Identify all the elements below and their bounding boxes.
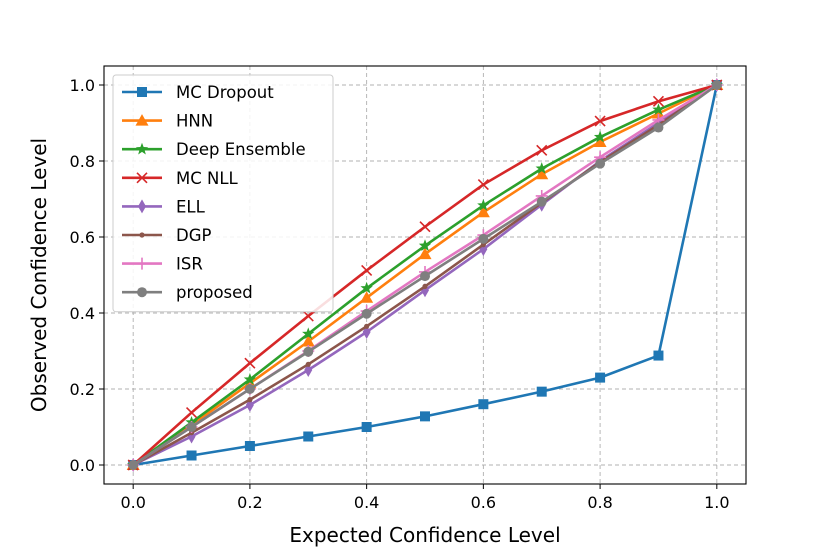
data-point-proposed	[536, 196, 547, 207]
y-axis-label: Observed Confidence Level	[27, 138, 51, 412]
data-point-hnn	[360, 291, 374, 303]
series-lines	[126, 78, 724, 472]
data-point-mc-nll	[477, 178, 489, 191]
legend-label: ISR	[176, 255, 203, 274]
data-point-deep-ensemble	[418, 239, 432, 251]
series-proposed	[128, 80, 722, 470]
data-point-proposed	[595, 158, 606, 169]
legend-item-mc-nll: MC NLL	[122, 169, 239, 188]
legend: MC Dropout HNN Deep Ensemble MC NLL ELL DGP IS…	[112, 74, 334, 313]
x-axis-label: Expected Confidence Level	[289, 523, 560, 547]
data-point-mc-nll	[302, 310, 314, 322]
data-point-proposed	[303, 346, 314, 357]
data-point-proposed	[420, 271, 430, 282]
data-point-mc-dropout	[595, 372, 606, 383]
legend-item-deep-ensemble: Deep Ensemble	[122, 140, 306, 159]
data-point-mc-dropout	[361, 422, 372, 432]
axis-ticks: 0.0 0.2 0.4 0.6 0.8 1.0 0.0 0.2 0.4 0.6 0.8 1.0	[70, 76, 730, 512]
x-tick-label: 1.0	[704, 493, 729, 512]
data-point-mc-dropout	[420, 411, 430, 422]
data-point-proposed	[361, 308, 372, 319]
data-point-proposed	[653, 122, 664, 133]
data-point-mc-dropout	[303, 431, 314, 442]
data-point-mc-nll	[536, 144, 548, 156]
legend-label: MC NLL	[176, 169, 239, 188]
data-point-deep-ensemble	[477, 198, 490, 211]
legend-label: MC Dropout	[176, 83, 274, 102]
legend-item-mc-dropout: MC Dropout	[122, 83, 274, 102]
data-point-mc-dropout	[186, 450, 197, 461]
x-tick-label: 0.2	[237, 493, 262, 512]
data-point-dgp	[364, 323, 370, 329]
legend-label: proposed	[176, 283, 253, 302]
legend-label: ELL	[176, 197, 206, 216]
y-tick-label: 0.2	[70, 380, 95, 399]
data-point-hnn	[476, 205, 490, 218]
data-point-deep-ensemble	[535, 162, 548, 174]
data-point-mc-dropout	[478, 399, 489, 410]
legend-label: HNN	[176, 112, 213, 131]
data-point-hnn	[301, 335, 315, 347]
x-tick-label: 0.0	[120, 493, 145, 512]
data-point-dgp	[247, 397, 253, 403]
y-tick-label: 0.4	[70, 304, 95, 323]
data-point-mc-dropout	[653, 350, 664, 361]
data-point-hnn	[418, 247, 432, 260]
data-point-mc-nll	[594, 115, 606, 127]
data-point-proposed	[186, 422, 197, 432]
data-point-mc-nll	[185, 406, 198, 419]
data-point-deep-ensemble	[360, 281, 373, 294]
data-point-mc-nll	[361, 264, 373, 277]
data-point-mc-dropout	[536, 386, 547, 397]
y-tick-label: 0.6	[70, 228, 95, 247]
legend-item-hnn: HNN	[122, 112, 213, 131]
y-tick-label: 0.0	[70, 456, 95, 475]
data-point-hnn	[651, 107, 665, 119]
data-point-mc-nll	[419, 221, 431, 233]
legend-marker	[135, 114, 149, 126]
data-point-dgp	[305, 361, 311, 367]
data-point-hnn	[535, 167, 549, 180]
legend-marker	[136, 257, 148, 270]
legend-marker	[137, 87, 147, 97]
x-tick-label: 0.6	[471, 493, 496, 512]
plot-frame	[103, 65, 747, 485]
x-tick-label: 0.4	[354, 493, 379, 512]
data-point-proposed	[128, 460, 139, 470]
data-point-proposed	[711, 80, 722, 90]
data-point-dgp	[422, 283, 428, 289]
data-point-mc-nll	[244, 357, 256, 369]
data-point-mc-nll	[652, 95, 665, 107]
data-point-mc-dropout	[244, 441, 255, 451]
data-point-deep-ensemble	[243, 373, 257, 385]
legend-marker	[139, 232, 145, 238]
legend-marker	[135, 142, 149, 155]
legend-marker	[137, 287, 147, 298]
legend-item-dgp: DGP	[122, 226, 211, 245]
legend-item-ell: ELL	[122, 197, 206, 216]
legend-label: DGP	[176, 226, 211, 245]
y-tick-label: 0.8	[70, 152, 95, 171]
data-point-proposed	[244, 384, 255, 394]
legend-item-proposed: proposed	[122, 283, 253, 302]
legend-item-isr: ISR	[122, 255, 203, 274]
data-point-deep-ensemble	[302, 327, 315, 340]
data-point-deep-ensemble	[593, 130, 607, 143]
legend-marker	[138, 199, 146, 214]
legend-box	[112, 74, 334, 313]
x-tick-label: 0.8	[587, 493, 612, 512]
legend-label: Deep Ensemble	[176, 140, 306, 159]
y-tick-label: 1.0	[70, 76, 95, 95]
legend-marker	[136, 172, 148, 184]
data-point-proposed	[478, 233, 489, 244]
data-point-hnn	[593, 135, 607, 147]
data-point-deep-ensemble	[652, 103, 665, 115]
